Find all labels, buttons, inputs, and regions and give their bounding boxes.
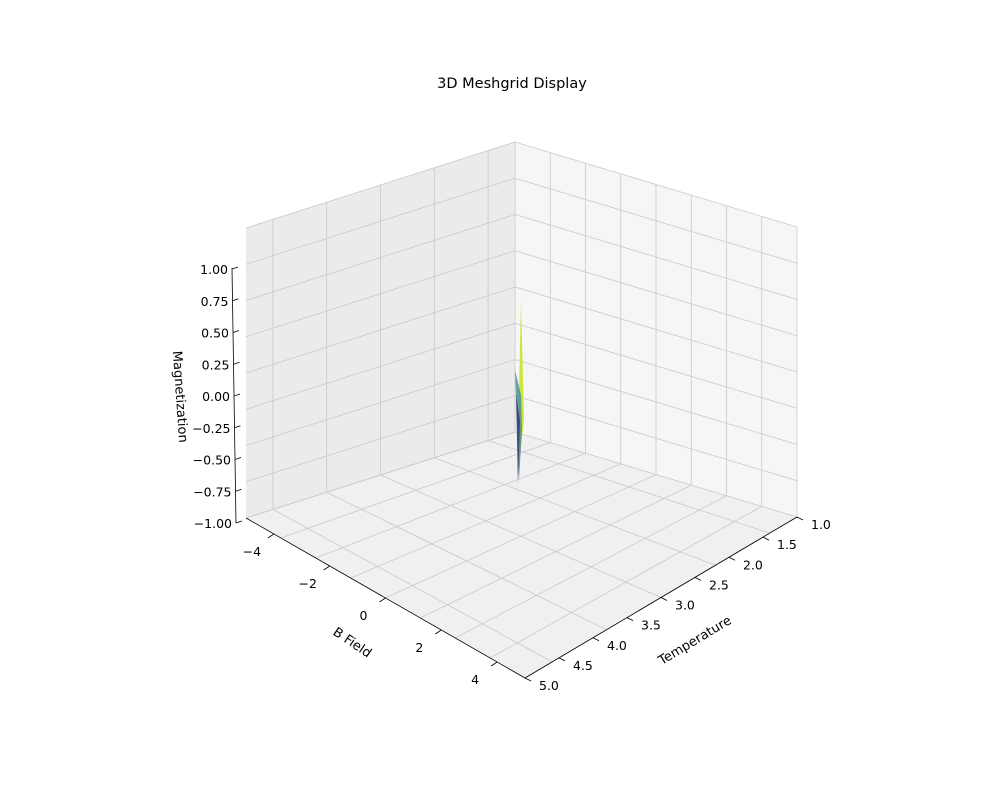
surface-mesh bbox=[515, 300, 524, 485]
floor-pane bbox=[246, 432, 797, 678]
grid-line-magnetization bbox=[514, 214, 798, 300]
grid-line-magnetization bbox=[514, 359, 798, 445]
magnetization-tick-label: 0.00 bbox=[202, 389, 230, 404]
x-axis-label: Temperature bbox=[655, 613, 734, 669]
grid-line-magnetization bbox=[514, 141, 798, 228]
bfield-tick-label: 0 bbox=[360, 608, 368, 623]
bfield-tick bbox=[323, 565, 330, 571]
magnetization-tick bbox=[232, 298, 239, 302]
magnetization-tick-label: −1.00 bbox=[194, 516, 232, 531]
temperature-tick-label: 1.5 bbox=[777, 537, 797, 552]
grid-line-magnetization bbox=[245, 395, 516, 483]
grid-line-bfield bbox=[434, 457, 716, 566]
grid-line-magnetization bbox=[514, 395, 798, 482]
grid-line-magnetization bbox=[245, 250, 516, 338]
temperature-tick-label: 1.0 bbox=[811, 517, 831, 532]
temperature-tick bbox=[796, 516, 804, 521]
temperature-tick bbox=[626, 617, 634, 621]
magnetization-tick-label: 0.75 bbox=[201, 294, 229, 309]
bfield-tick bbox=[267, 533, 275, 539]
temperature-tick-label: 4.0 bbox=[607, 638, 627, 653]
magnetization-tick bbox=[234, 457, 242, 460]
magnetization-tick bbox=[232, 330, 240, 333]
tick-marks: 1.0 1.5 2.0 2.5 3.0 3.5 4.0 4.5 5.0 −4 −2 0 2 4 −1.00 −… bbox=[192, 262, 831, 693]
grid-line-magnetization bbox=[514, 177, 798, 264]
grid-line-magnetization bbox=[245, 359, 516, 446]
chart-title: 3D Meshgrid Display bbox=[437, 76, 587, 92]
bfield-tick-label: 2 bbox=[415, 640, 423, 655]
magnetization-tick bbox=[231, 266, 239, 270]
bfield-tick bbox=[379, 597, 386, 603]
magnetization-tick-label: −0.50 bbox=[193, 453, 231, 468]
grid-line-magnetization bbox=[514, 286, 798, 373]
y-axis-label: B Field bbox=[330, 625, 374, 662]
magnetization-tick bbox=[233, 361, 240, 365]
grid-line-magnetization bbox=[245, 177, 516, 265]
magnetization-tick-label: 1.00 bbox=[200, 262, 228, 277]
grid-line-bfield bbox=[272, 509, 553, 663]
magnetization-tick-label: 0.50 bbox=[201, 326, 229, 341]
bfield-tick bbox=[435, 629, 442, 635]
grid-line-magnetization bbox=[245, 286, 516, 374]
magnetization-tick-label: −0.75 bbox=[193, 484, 231, 499]
temperature-tick-label: 3.5 bbox=[641, 618, 661, 633]
temperature-tick bbox=[694, 577, 702, 581]
grid-line-magnetization bbox=[514, 322, 798, 409]
magnetization-tick-label: 0.25 bbox=[202, 357, 230, 372]
grid-line-bfield bbox=[487, 440, 770, 534]
temperature-tick bbox=[762, 536, 770, 541]
magnetization-tick bbox=[235, 520, 243, 524]
temperature-tick-label: 2.0 bbox=[743, 557, 763, 572]
grid-line-magnetization bbox=[245, 141, 516, 229]
bfield-tick bbox=[490, 661, 498, 667]
magnetization-axis-line bbox=[231, 267, 237, 524]
grid-line-magnetization bbox=[245, 214, 516, 301]
grid-line-magnetization bbox=[514, 431, 798, 518]
magnetization-tick bbox=[235, 488, 242, 492]
temperature-tick bbox=[524, 677, 532, 682]
z-axis-label: Magnetization bbox=[169, 350, 190, 443]
temperature-tick bbox=[558, 657, 566, 662]
grid-line-magnetization bbox=[514, 250, 798, 337]
grid-line-bfield bbox=[326, 491, 607, 631]
magnetization-tick bbox=[234, 425, 241, 429]
grid-line-magnetization bbox=[245, 431, 516, 519]
grid-line-magnetization bbox=[245, 322, 516, 410]
magnetization-tick-label: −0.25 bbox=[192, 421, 230, 436]
temperature-tick bbox=[592, 637, 600, 642]
temperature-tick-label: 5.0 bbox=[539, 678, 559, 693]
temperature-tick bbox=[660, 597, 668, 601]
temperature-tick bbox=[728, 556, 736, 561]
grid-lines bbox=[245, 141, 798, 679]
bfield-tick-label: 4 bbox=[471, 672, 479, 687]
bfield-tick-label: −2 bbox=[298, 576, 316, 591]
surface-trough bbox=[516, 395, 520, 485]
bfield-tick-label: −4 bbox=[243, 544, 261, 559]
grid-line-bfield bbox=[380, 474, 662, 598]
temperature-tick-label: 2.5 bbox=[709, 577, 729, 592]
magnetization-tick bbox=[233, 393, 241, 397]
temperature-tick-label: 3.0 bbox=[675, 598, 695, 613]
temperature-tick-label: 4.5 bbox=[573, 658, 593, 673]
